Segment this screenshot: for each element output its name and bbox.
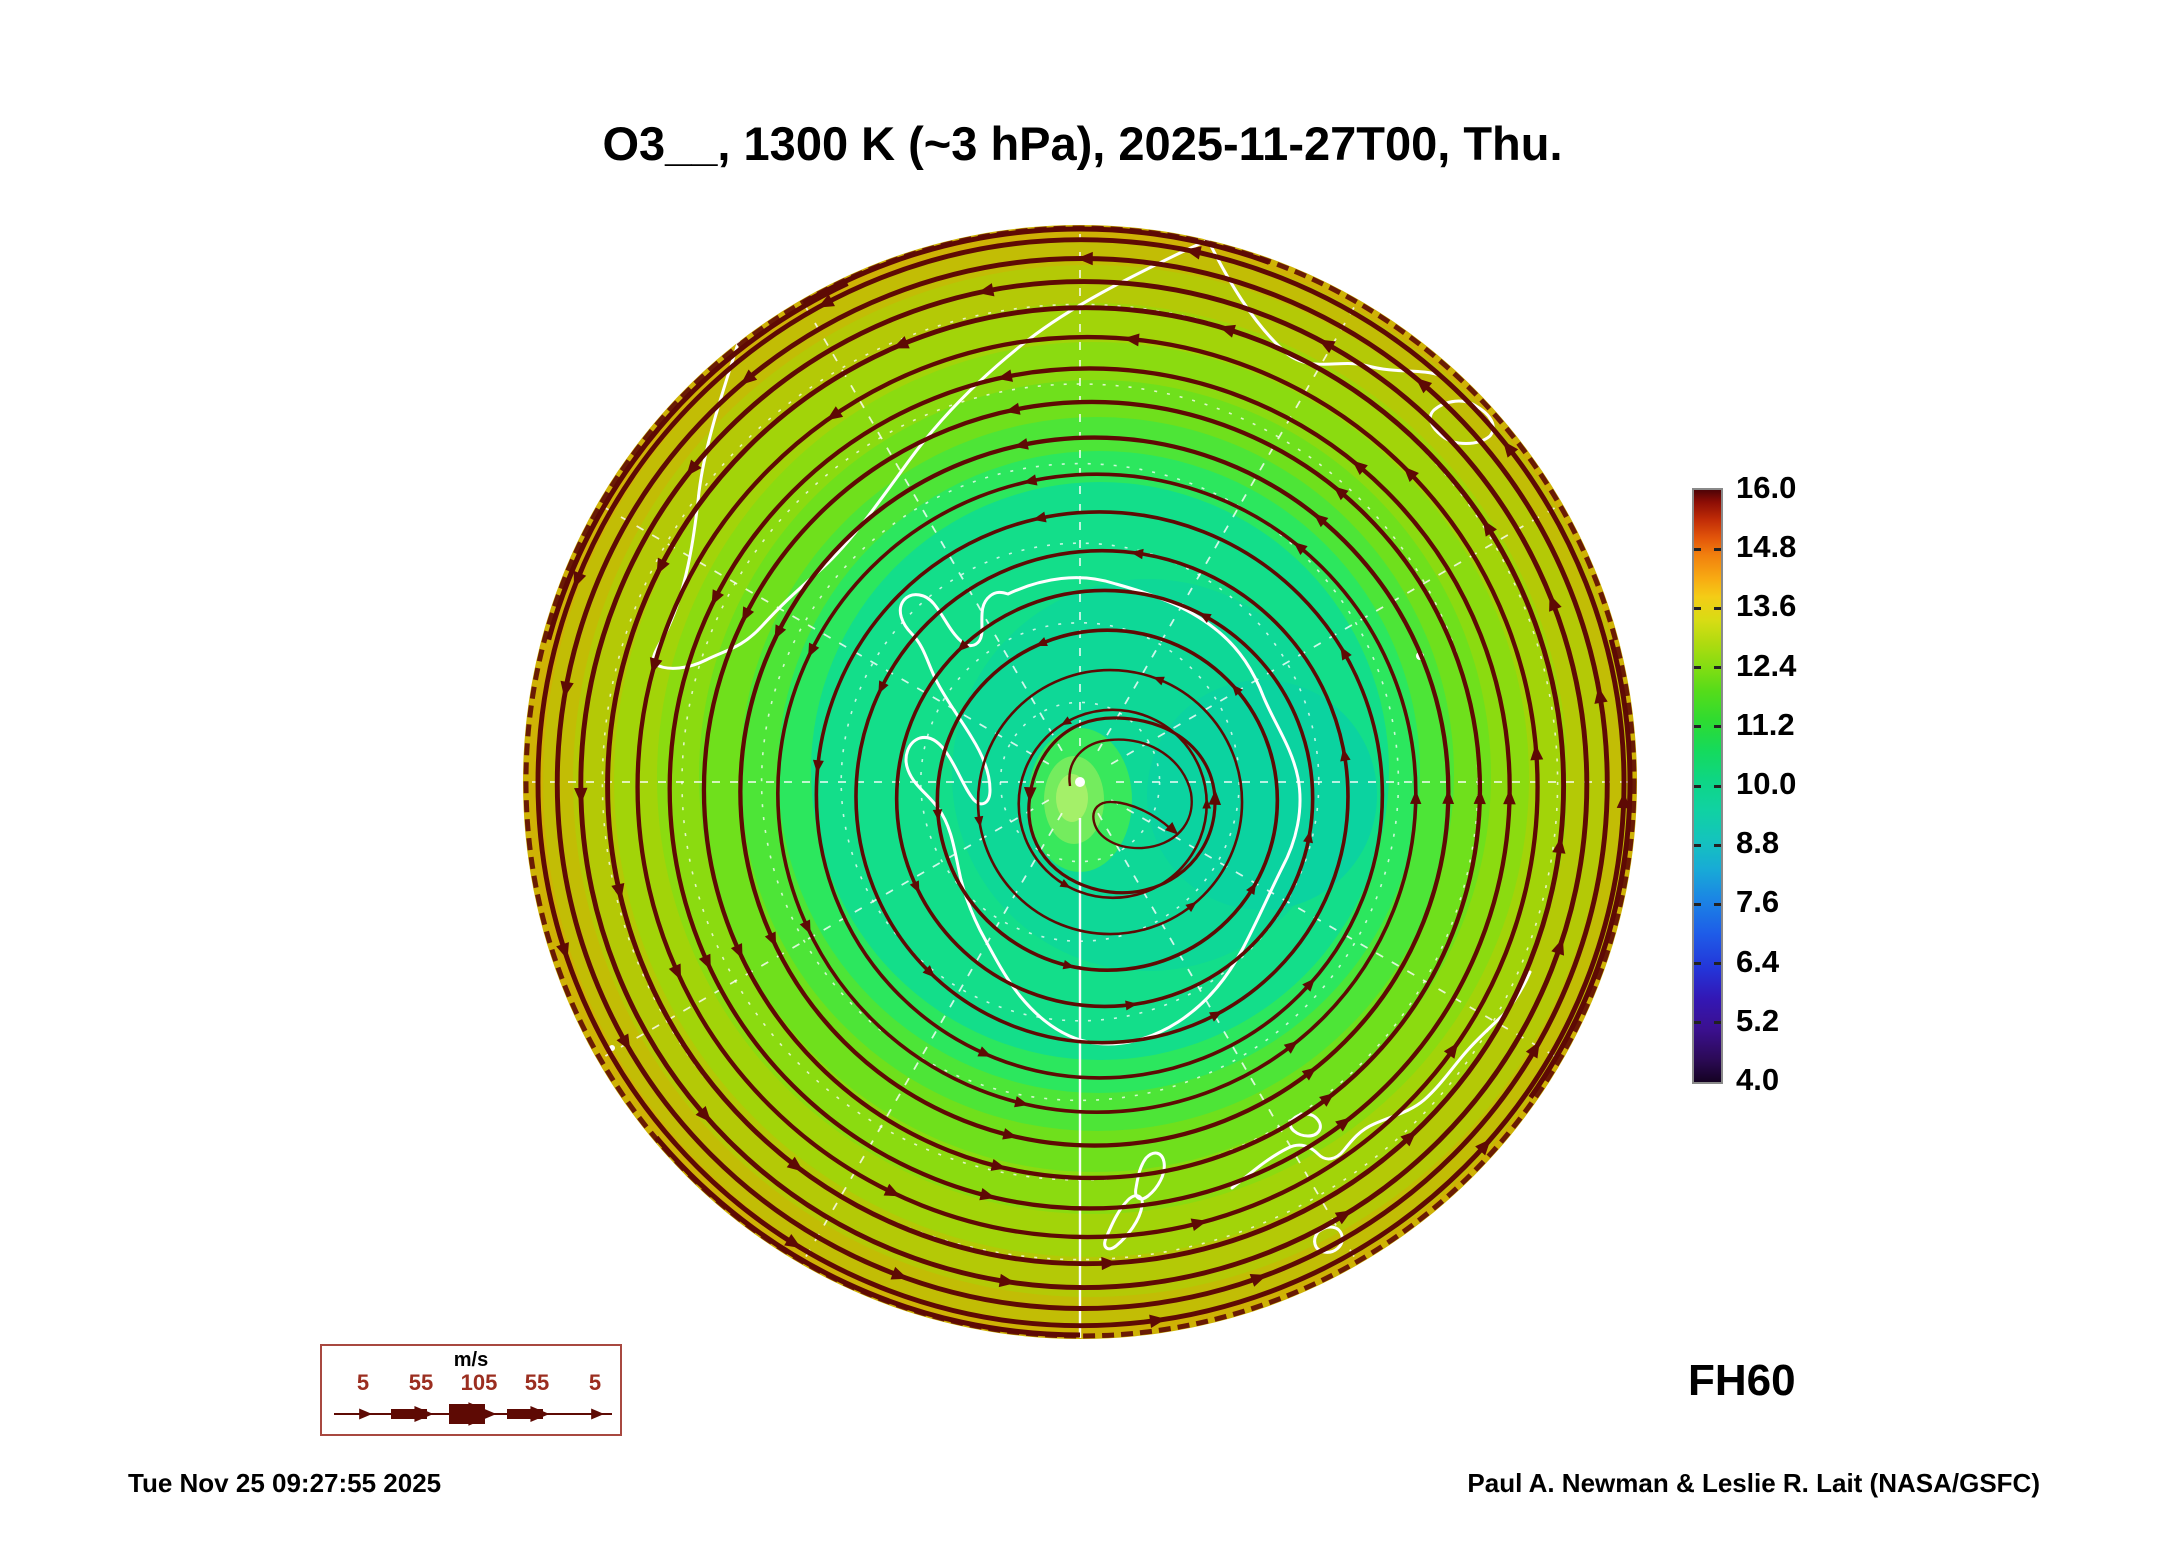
colorbar-tickmark [1694,725,1701,729]
forecast-hour-label: FH60 [1688,1356,1796,1405]
colorbar-tick-label: 5.2 [1736,1002,1780,1038]
colorbar-tick-label: 16.0 [1736,470,1797,505]
pole-dot [1075,777,1085,787]
colorbar-tickmark [1714,606,1721,610]
legend-speed-value: 55 [524,1370,550,1395]
coastline-new-zealand-south-island [1103,1194,1144,1251]
legend-unit-label: m/s [453,1349,489,1371]
legend-speed-value: 105 [460,1370,498,1395]
coastline-australia [1230,970,1532,1190]
colorbar-tick-label: 6.4 [1736,943,1780,979]
colorbar-tickmark [1694,843,1701,847]
legend-speed-value: 5 [588,1370,602,1395]
colorbar-tickmark [1694,902,1701,906]
wind-barb-scale-icon [334,1402,612,1426]
generation-timestamp: Tue Nov 25 09:27:55 2025 [128,1468,442,1498]
colorbar-tick-label: 4.0 [1736,1062,1780,1097]
colorbar-tick-label: 11.2 [1736,706,1795,742]
colorbar-tick-label: 12.4 [1736,647,1797,683]
colorbar-tick-label: 8.8 [1736,825,1780,861]
colorbar-tickmark [1694,606,1701,610]
coastline-madagascar [1428,399,1495,445]
colorbar-tickmark [1694,962,1701,966]
credit-text: Paul A. Newman & Leslie R. Lait (NASA/GS… [1467,1468,2040,1498]
colorbar-tick-label: 7.6 [1736,884,1780,920]
colorbar-tickmark [1694,1021,1701,1025]
colorbar-tickmark [1714,843,1721,847]
colorbar-tickmark [1714,547,1721,551]
colorbar-tickmark [1694,784,1701,788]
streamline-layer [523,225,1637,1339]
colorbar-tickmark [1714,962,1721,966]
wind-speed-legend: m/s 5 55 105 55 5 [320,1344,622,1436]
colorbar-tickmark [1714,666,1721,670]
colorbar-tickmark [1694,666,1701,670]
colorbar [1692,488,1723,1084]
colorbar-tickmark [1714,1021,1721,1025]
colorbar-tick-label: 14.8 [1736,529,1797,565]
colorbar-tickmark [1714,725,1721,729]
colorbar-tickmark [1694,547,1701,551]
coastline-new-zealand-north-island [1134,1151,1166,1201]
legend-speed-value: 55 [408,1370,434,1395]
page-title: O3__, 1300 K (~3 hPa), 2025-11-27T00, Th… [602,117,1563,170]
legend-speed-value: 5 [356,1370,370,1395]
colorbar-tickmark [1714,784,1721,788]
colorbar-tickmark [1714,902,1721,906]
coastline-tasmania [1313,1225,1344,1254]
colorbar-tick-label: 13.6 [1736,588,1797,624]
colorbar-tick-label: 10.0 [1736,766,1797,801]
